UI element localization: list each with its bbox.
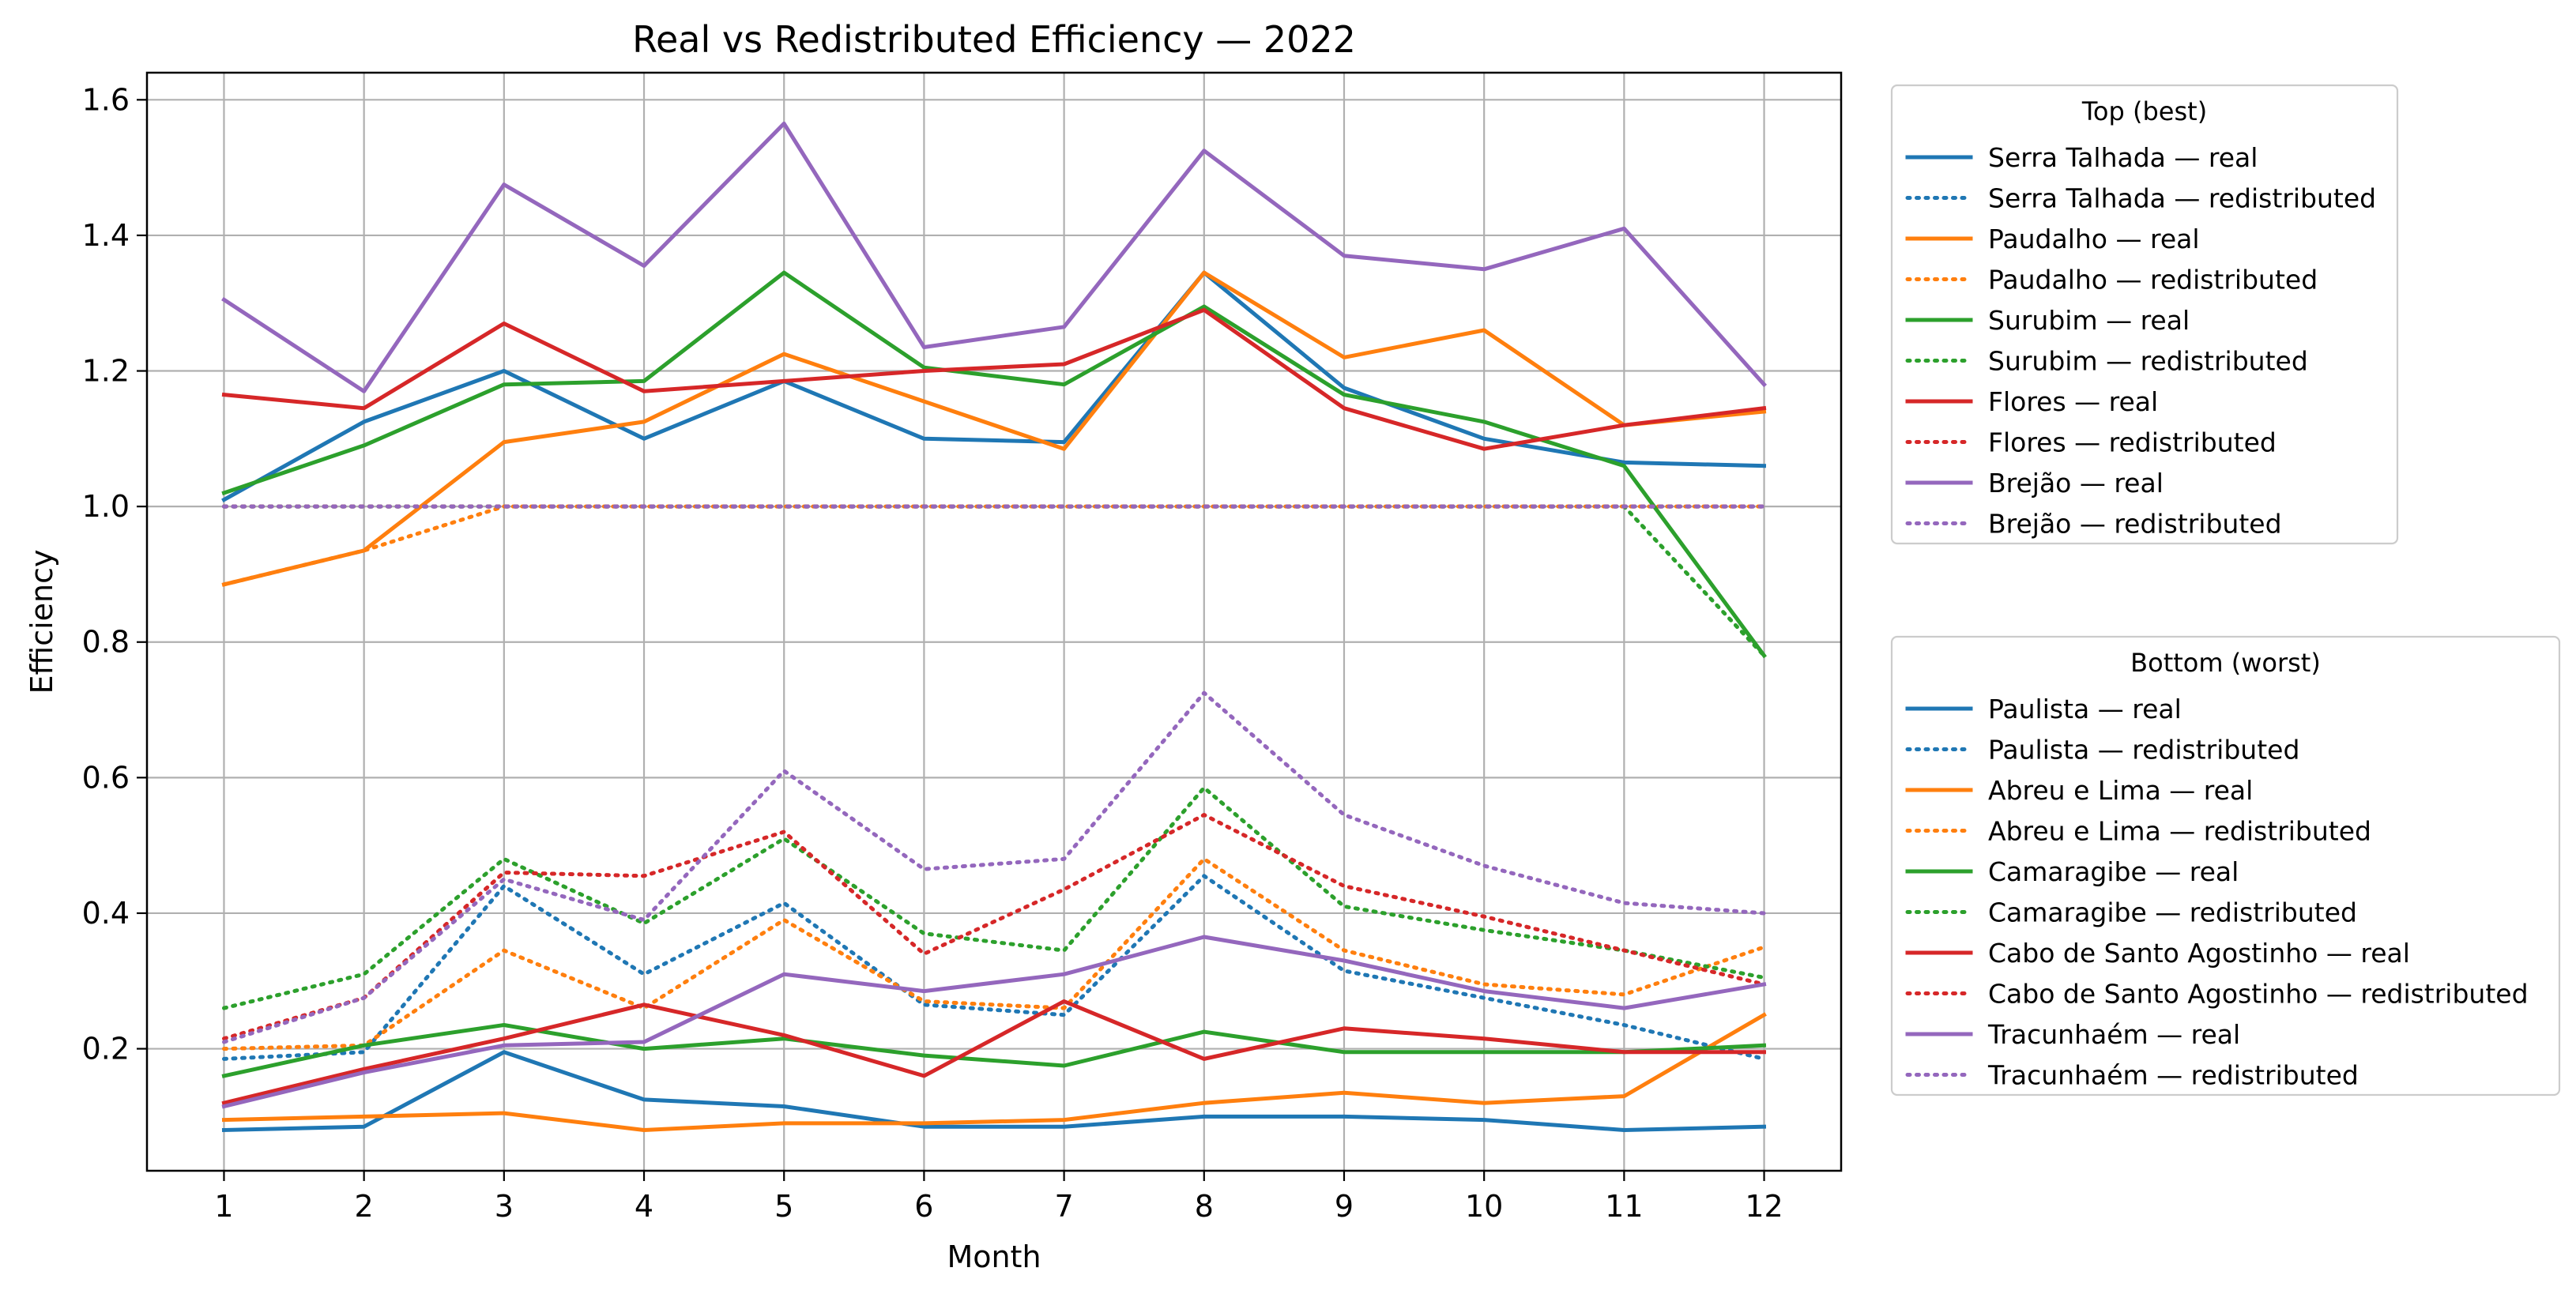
series-line-serra-talhada-real (221, 270, 1767, 503)
series-line-paudalho-real (221, 270, 1767, 587)
series-line-tracunha-m-real (221, 935, 1767, 1109)
y-tick-label: 1.2 (82, 354, 130, 389)
legend-entry-label: Flores — redistributed (1988, 427, 2277, 458)
legend-entry-label: Brejão — redistributed (1988, 509, 2282, 540)
series-line-camaragibe-real (221, 1023, 1767, 1078)
series-line-cabo-de-santo-agostinho-real (221, 999, 1766, 1106)
legend-entry-label: Abreu e Lima — real (1988, 775, 2253, 806)
y-tick-label: 0.2 (82, 1032, 130, 1066)
x-tick-label: 9 (1335, 1189, 1354, 1224)
y-tick-label: 1.6 (82, 82, 130, 117)
x-axis-label: Month (947, 1239, 1041, 1274)
x-tick-label: 1 (214, 1189, 233, 1224)
series-line-surubim-real (221, 270, 1767, 659)
legend-entry-label: Cabo de Santo Agostinho — redistributed (1988, 979, 2529, 1010)
legend-bottom: Bottom (worst) Paulista — real Paulista — … (1890, 635, 2561, 1097)
x-tick-label: 12 (1745, 1189, 1783, 1224)
x-tick-label: 8 (1195, 1189, 1214, 1224)
legend-entry-label: Flores — real (1988, 386, 2158, 417)
x-tick-label: 11 (1605, 1189, 1643, 1224)
legend-entry-label: Tracunhaém — redistributed (1987, 1060, 2359, 1091)
series-line-flores-real (221, 307, 1767, 451)
legend-entry-label: Paulista — real (1988, 694, 2182, 724)
series-line-tracunha-m-redistributed (222, 690, 1766, 1044)
series-line-brej-o-real (221, 121, 1768, 393)
y-tick-label: 0.6 (82, 760, 130, 795)
legend-entry-label: Camaragibe — real (1988, 856, 2239, 887)
plot-frame (145, 71, 1843, 1172)
series-line-abreu-e-lima-redistributed (222, 856, 1766, 1051)
x-tick-label: 2 (355, 1189, 374, 1224)
axis-ticks: 1 2 3 4 5 6 7 8 9 10 11 120.20.40.60.81.01.21.41.6 (82, 82, 1783, 1224)
legend-entry-label: Cabo de Santo Agostinho — real (1988, 938, 2410, 969)
x-tick-label: 10 (1465, 1189, 1503, 1224)
legend-entry-label: Paulista — redistributed (1988, 735, 2299, 765)
legends: Top (best) Serra Talhada — real Serra Talh… (1890, 84, 2561, 1097)
legend-frame (1890, 84, 2399, 545)
x-tick-label: 3 (495, 1189, 514, 1224)
series-line-paulista-real (221, 1050, 1767, 1133)
x-tick-label: 5 (774, 1189, 793, 1224)
legend-frame (1890, 635, 2561, 1097)
chart-title: Real vs Redistributed Efficiency — 2022 (632, 18, 1356, 61)
x-tick-label: 7 (1055, 1189, 1074, 1224)
x-tick-label: 4 (635, 1189, 653, 1224)
legend-entry-label: Serra Talhada — real (1988, 142, 2258, 173)
y-tick-label: 1.0 (82, 489, 130, 524)
y-tick-label: 0.4 (82, 896, 130, 931)
legend-entry-label: Paudalho — real (1988, 224, 2200, 254)
legend-top: Top (best) Serra Talhada — real Serra Talh… (1890, 84, 2399, 545)
y-tick-label: 0.8 (82, 625, 130, 660)
y-tick-label: 1.4 (82, 218, 130, 253)
legend-title: Top (best) (2081, 96, 2207, 126)
y-axis-label: Efficiency (24, 549, 59, 694)
series-lines (221, 121, 1768, 1133)
legend-entry-label: Brejão — real (1988, 468, 2164, 498)
series-line-cabo-de-santo-agostinho-redistributed (222, 813, 1766, 1041)
legend-entry-label: Camaragibe — redistributed (1988, 897, 2357, 928)
legend-entry-label: Paudalho — redistributed (1988, 265, 2318, 295)
series-line-paulista-redistributed (222, 874, 1766, 1061)
legend-entry-label: Surubim — redistributed (1988, 346, 2308, 377)
legend-entry-label: Abreu e Lima — redistributed (1988, 816, 2371, 847)
legend-title: Bottom (worst) (2130, 648, 2321, 678)
legend-entry-label: Surubim — real (1988, 305, 2190, 336)
series-line-abreu-e-lima-real (221, 1012, 1767, 1132)
series-line-camaragibe-redistributed (222, 785, 1766, 1010)
x-tick-label: 6 (914, 1189, 933, 1224)
legend-entry-label: Tracunhaém — real (1987, 1019, 2240, 1050)
legend-entry-label: Serra Talhada — redistributed (1988, 183, 2376, 214)
